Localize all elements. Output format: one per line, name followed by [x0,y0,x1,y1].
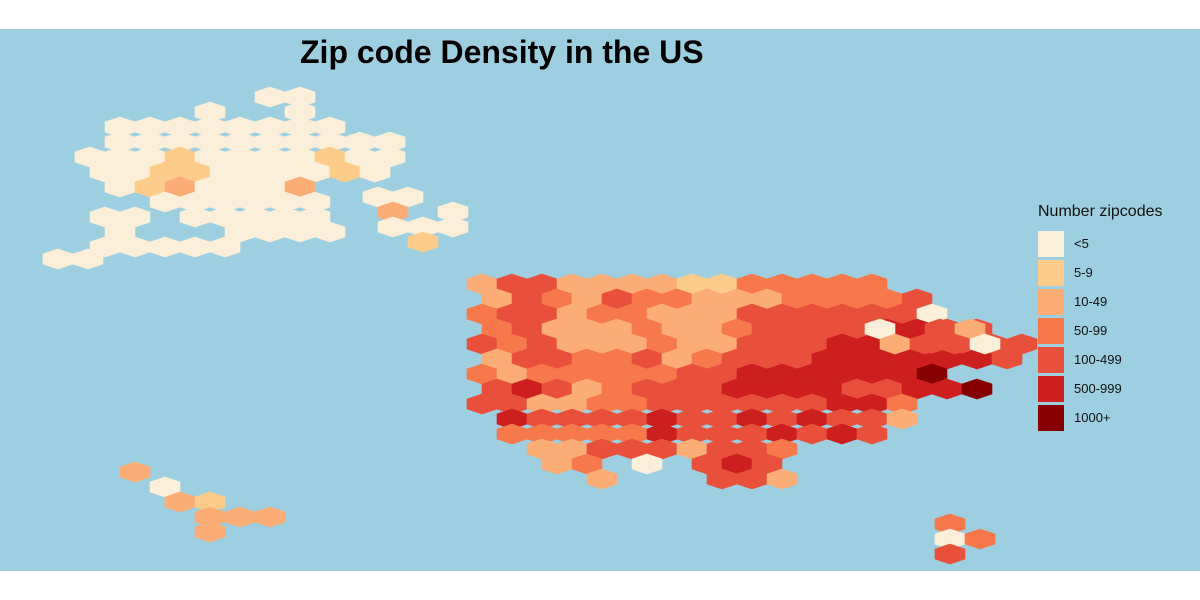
hexbin-map [0,29,1200,571]
legend-item-50-99: 50-99 [1038,316,1163,345]
legend-label: 5-9 [1074,265,1093,280]
legend-item-lt5: <5 [1038,229,1163,258]
legend-item-100-499: 100-499 [1038,345,1163,374]
hex-cell [969,333,1001,355]
legend-label: 1000+ [1074,410,1111,425]
hex-cell [437,216,469,238]
legend-label: 500-999 [1074,381,1122,396]
hex-cell [961,378,993,400]
hex-cell [407,231,439,253]
legend-item-10-49: 10-49 [1038,287,1163,316]
map-panel [0,29,1200,571]
region-hawaii [119,461,286,543]
hex-cell [631,453,663,475]
legend-swatch [1038,259,1064,286]
legend-item-500-999: 500-999 [1038,374,1163,403]
hex-cell [359,161,391,183]
legend-swatch [1038,230,1064,257]
legend-swatch [1038,317,1064,344]
hex-cell [314,221,346,243]
legend-label: 50-99 [1074,323,1108,338]
hex-cell [856,423,888,445]
region-northeast [864,318,1001,355]
legend-label: 10-49 [1074,294,1108,309]
region-alaska [74,86,406,258]
hex-cell [119,461,151,483]
legend-title: Number zipcodes [1038,203,1163,220]
region-contiguous-us [466,273,1038,490]
map-title: Zip code Density in the US [300,34,704,70]
hex-cell [991,348,1023,370]
hex-cell [934,543,966,565]
hex-cell [194,521,226,543]
legend-swatch [1038,375,1064,402]
region-alaska-islands [362,186,469,253]
hex-cell [766,468,798,490]
region-puerto-rico [934,513,996,565]
region-alaska-west [42,248,104,270]
hex-cell [964,528,996,550]
hex-cell [886,408,918,430]
hex-cell [254,506,286,528]
hex-cell [72,248,104,270]
legend: Number zipcodes <5 5-9 10-49 50-99 100-4… [1038,203,1163,432]
legend-item-5-9: 5-9 [1038,258,1163,287]
hex-layer [42,86,1038,565]
legend-swatch [1038,346,1064,373]
legend-label: 100-499 [1074,352,1122,367]
legend-label: <5 [1074,236,1089,251]
legend-swatch [1038,288,1064,315]
hex-cell [586,468,618,490]
legend-swatch [1038,404,1064,431]
hex-cell [209,236,241,258]
legend-item-1000plus: 1000+ [1038,403,1163,432]
